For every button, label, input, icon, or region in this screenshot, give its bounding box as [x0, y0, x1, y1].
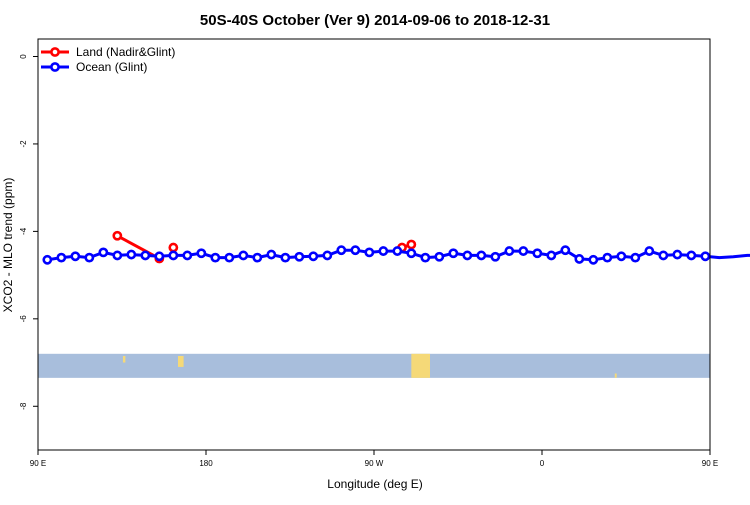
series-1-point-0-22 — [350, 245, 361, 256]
series-1-point-0-45 — [672, 249, 683, 260]
series-1-point-0-18 — [294, 251, 305, 262]
series-1-point-0-41 — [616, 251, 627, 262]
series-1-point-0-16 — [266, 249, 277, 260]
series-1-point-0-15 — [252, 252, 263, 263]
series-1-point-0-11 — [196, 248, 207, 259]
axes: 90 E 180 90 W 0 90 E 0 -2 -4 -6 -8 — [19, 54, 718, 468]
x-tick-label-0: 90 E — [30, 459, 46, 468]
series-1-point-0-2 — [70, 251, 81, 262]
series-1-point-0-39 — [588, 254, 599, 265]
series-0-point-0-0 — [112, 230, 123, 241]
x-tick-label-1: 180 — [199, 459, 213, 468]
series-1-point-0-23 — [364, 247, 375, 258]
chart-title: 50S-40S October (Ver 9) 2014-09-06 to 20… — [200, 12, 550, 29]
series-1-point-0-7 — [140, 250, 151, 261]
series-1-point-0-30 — [462, 250, 473, 261]
series-1-point-0-20 — [322, 250, 333, 261]
series-1-point-0-3 — [84, 252, 95, 263]
series-1-point-0-5 — [112, 250, 123, 261]
series-1-point-0-0 — [42, 254, 53, 265]
series-1-point-0-12 — [210, 252, 221, 263]
series-1-point-0-4 — [98, 247, 109, 258]
y-axis-label: XCO2 - MLO trend (ppm) — [1, 178, 15, 313]
legend-label-0: Land (Nadir&Glint) — [76, 45, 175, 59]
series-1-point-0-43 — [644, 246, 655, 256]
series-0-point-1-0 — [168, 242, 179, 253]
plot-frame — [37, 38, 711, 451]
x-tick-label-3: 0 — [540, 459, 545, 468]
series-1-point-0-6 — [126, 249, 137, 260]
series-1-point-0-36 — [546, 250, 557, 261]
series-1-point-0-13 — [224, 252, 235, 263]
series-1-point-0-47 — [700, 251, 711, 262]
series-1-point-0-17 — [280, 252, 291, 263]
series-1-point-0-19 — [308, 251, 319, 262]
series-1-point-0-42 — [630, 252, 641, 263]
series-1-point-0-40 — [602, 252, 613, 263]
series-0-point-2-1 — [406, 239, 417, 250]
series-1-point-0-26 — [406, 248, 417, 259]
x-tick-label-2: 90 W — [365, 459, 384, 468]
series-1-point-0-28 — [434, 251, 445, 262]
series-1-point-0-46 — [686, 250, 697, 261]
x-tick-label-4: 90 E — [702, 459, 718, 468]
series-1-point-0-8 — [154, 251, 165, 262]
series-1-point-0-29 — [448, 248, 459, 259]
series-layer — [42, 230, 750, 265]
series-1-point-0-33 — [504, 246, 515, 256]
series-1-point-0-31 — [476, 250, 487, 261]
series-1-point-0-32 — [490, 251, 501, 262]
land-ocean-band — [38, 353, 710, 378]
series-1-point-0-34 — [518, 246, 529, 256]
land-patch-1 — [178, 355, 184, 367]
series-1-point-0-10 — [182, 250, 193, 261]
series-1-point-0-9 — [168, 250, 179, 261]
series-1-point-0-1 — [56, 252, 67, 263]
legend: Land (Nadir&Glint)Ocean (Glint) — [41, 45, 175, 74]
y-tick-label-0: 0 — [19, 54, 28, 59]
series-1-point-0-27 — [420, 252, 431, 263]
ocean-band — [38, 353, 710, 378]
series-1-point-0-38 — [574, 254, 585, 264]
y-tick-label-3: -6 — [19, 315, 28, 323]
series-1-point-0-14 — [238, 250, 249, 261]
land-patch-3 — [614, 373, 617, 378]
series-1-point-0-25 — [392, 246, 403, 256]
y-tick-label-2: -4 — [19, 227, 28, 235]
series-1-point-0-37 — [560, 245, 571, 256]
legend-marker-0 — [50, 47, 60, 57]
x-axis-label: Longitude (deg E) — [327, 477, 422, 491]
y-tick-label-1: -2 — [19, 140, 28, 148]
series-1-point-0-35 — [532, 248, 543, 259]
series-1-point-0-21 — [336, 245, 347, 256]
legend-marker-1 — [50, 62, 60, 72]
land-patch-0 — [122, 355, 126, 363]
series-1-point-0-24 — [378, 246, 389, 256]
series-1-point-0-44 — [658, 250, 669, 261]
y-tick-label-4: -8 — [19, 402, 28, 410]
series-1 — [42, 245, 750, 265]
land-patch-2 — [411, 353, 430, 378]
legend-label-1: Ocean (Glint) — [76, 60, 147, 74]
